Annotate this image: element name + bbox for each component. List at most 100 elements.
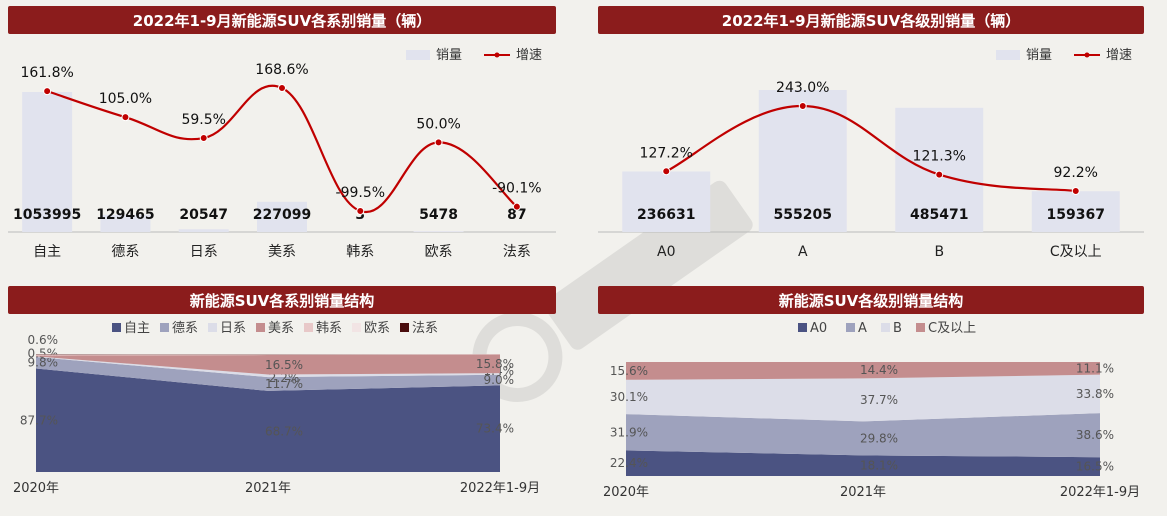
area-series xyxy=(36,356,500,378)
growth-label: 105.0% xyxy=(99,91,152,107)
area-value-label: 15.6% xyxy=(610,364,648,378)
panel-level-structure: 新能源SUV各级别销量结构 A0 A B C及以上 22.4% 18.1% 16.5% 31.… xyxy=(598,286,1144,514)
legend-swatch xyxy=(846,323,855,332)
area-value-label: 18.1% xyxy=(860,459,898,473)
panel-series-structure: 新能源SUV各系别销量结构 自主 德系 日系 美系 韩系 欧系 法系 87.7% 68.7% 73… xyxy=(8,286,556,514)
area-series xyxy=(36,354,500,356)
bar xyxy=(257,201,307,232)
chart-level-sales: 销量 增速 236631 A0 555205 A 485471 B 159367 C及以上 127.… xyxy=(598,48,1144,260)
growth-label: 121.3% xyxy=(913,149,966,165)
growth-point xyxy=(434,138,443,147)
x-tick-label: 2021年 xyxy=(840,485,886,500)
area-series xyxy=(626,413,1100,458)
area-value-label: 68.7% xyxy=(265,424,303,438)
panel-series-sales: 2022年1-9月新能源SUV各系别销量（辆） 销量 增速 1053995 自主 129… xyxy=(8,6,556,270)
bar-value-label: 236631 xyxy=(637,207,695,223)
growth-label: -99.5% xyxy=(336,185,386,201)
area-value-label: 15.8% xyxy=(476,357,514,371)
bar xyxy=(622,171,711,232)
area-value-label: 16.5% xyxy=(265,358,303,372)
legend-label: 销量 xyxy=(1026,48,1052,63)
area-value-label: 38.6% xyxy=(1076,428,1114,442)
area-series xyxy=(36,354,500,355)
chart-series-structure: 自主 德系 日系 美系 韩系 欧系 法系 87.7% 68.7% 73.4% 9.8% 11.7% 9.… xyxy=(13,321,540,496)
legend-swatch xyxy=(160,323,169,332)
legend-swatch xyxy=(256,323,265,332)
legend-label: 美系 xyxy=(268,321,294,336)
x-tick-label: 欧系 xyxy=(425,244,453,260)
legend-label: 欧系 xyxy=(364,321,390,336)
growth-point xyxy=(662,167,671,176)
x-tick-label: 2022年1-9月 xyxy=(460,481,540,496)
area-value-label: 37.7% xyxy=(860,393,898,407)
area-series xyxy=(626,374,1100,422)
chart-title: 新能源SUV各系别销量结构 xyxy=(8,286,556,314)
area-value-label: 22.4% xyxy=(610,456,648,470)
x-tick-label: 2022年1-9月 xyxy=(1060,485,1140,500)
legend-swatch-bar xyxy=(996,50,1020,60)
area-series xyxy=(36,354,500,375)
area-value-label: 9.8% xyxy=(28,356,59,370)
growth-point xyxy=(798,102,807,110)
legend-swatch xyxy=(881,323,890,332)
area-value-label: 87.7% xyxy=(20,413,58,427)
growth-point xyxy=(43,87,52,96)
legend-swatch xyxy=(400,323,409,332)
growth-label: 168.6% xyxy=(255,62,308,78)
bar-value-label: 129465 xyxy=(96,207,154,223)
growth-label: 127.2% xyxy=(640,145,693,161)
area-value-label: 0.5% xyxy=(28,347,59,361)
bar xyxy=(100,214,151,232)
legend-label: 日系 xyxy=(220,321,246,336)
area-series xyxy=(626,362,1100,380)
area-value-label: 9.0% xyxy=(484,373,515,387)
legend-label: 销量 xyxy=(436,48,462,63)
chart-title: 新能源SUV各级别销量结构 xyxy=(598,286,1144,314)
bar xyxy=(22,92,73,232)
legend-swatch xyxy=(112,323,121,332)
bar xyxy=(178,229,229,232)
area-value-label: 14.4% xyxy=(860,363,898,377)
bar-value-label: 5478 xyxy=(419,207,458,223)
legend-label: 德系 xyxy=(172,321,198,336)
legend-label: A0 xyxy=(810,321,827,336)
bar-value-label: 227099 xyxy=(253,207,311,223)
legend-label: 法系 xyxy=(412,321,438,336)
bar-value-label: 555205 xyxy=(774,207,832,223)
growth-point xyxy=(199,134,208,143)
growth-point xyxy=(356,207,365,215)
chart-title: 2022年1-9月新能源SUV各系别销量（辆） xyxy=(8,6,556,34)
growth-label: -90.1% xyxy=(492,181,542,197)
x-tick-label: 韩系 xyxy=(346,244,374,260)
bar-value-label: 20547 xyxy=(179,207,228,223)
x-tick-label: A0 xyxy=(657,244,675,260)
x-tick-label: A xyxy=(798,244,808,260)
area-value-label: 11.1% xyxy=(1076,361,1114,375)
legend-swatch xyxy=(798,323,807,332)
bar-value-label: 485471 xyxy=(910,207,968,223)
area-value-label: 11.7% xyxy=(265,377,303,391)
legend-swatch xyxy=(304,323,313,332)
legend-label: C及以上 xyxy=(928,321,976,336)
x-tick-label: C及以上 xyxy=(1050,244,1102,260)
panel-level-sales: 2022年1-9月新能源SUV各级别销量（辆） 销量 增速 236631 A0 5552… xyxy=(598,6,1144,270)
bar-value-label: 87 xyxy=(507,207,526,223)
chart-series-sales: 销量增速1053995自主129465德系20547日系227099美系3韩系5… xyxy=(8,48,556,260)
growth-point xyxy=(121,113,130,122)
area-value-label: 30.1% xyxy=(610,390,648,404)
legend-label: 自主 xyxy=(124,321,150,336)
bar xyxy=(758,90,847,232)
area-series xyxy=(626,450,1100,476)
bar xyxy=(895,107,984,232)
x-tick-label: 2021年 xyxy=(245,481,291,496)
bar-value-label: 159367 xyxy=(1047,207,1105,223)
legend-swatch-marker xyxy=(494,52,500,58)
x-tick-label: 自主 xyxy=(33,244,61,260)
legend-label: 增速 xyxy=(1106,48,1132,63)
legend-label: 韩系 xyxy=(316,321,342,336)
growth-point xyxy=(512,202,521,211)
chart-title: 2022年1-9月新能源SUV各级别销量（辆） xyxy=(598,6,1144,34)
area-value-label: 0.6% xyxy=(28,333,59,347)
area-value-label: 31.9% xyxy=(610,425,648,439)
x-tick-label: 日系 xyxy=(190,244,218,260)
